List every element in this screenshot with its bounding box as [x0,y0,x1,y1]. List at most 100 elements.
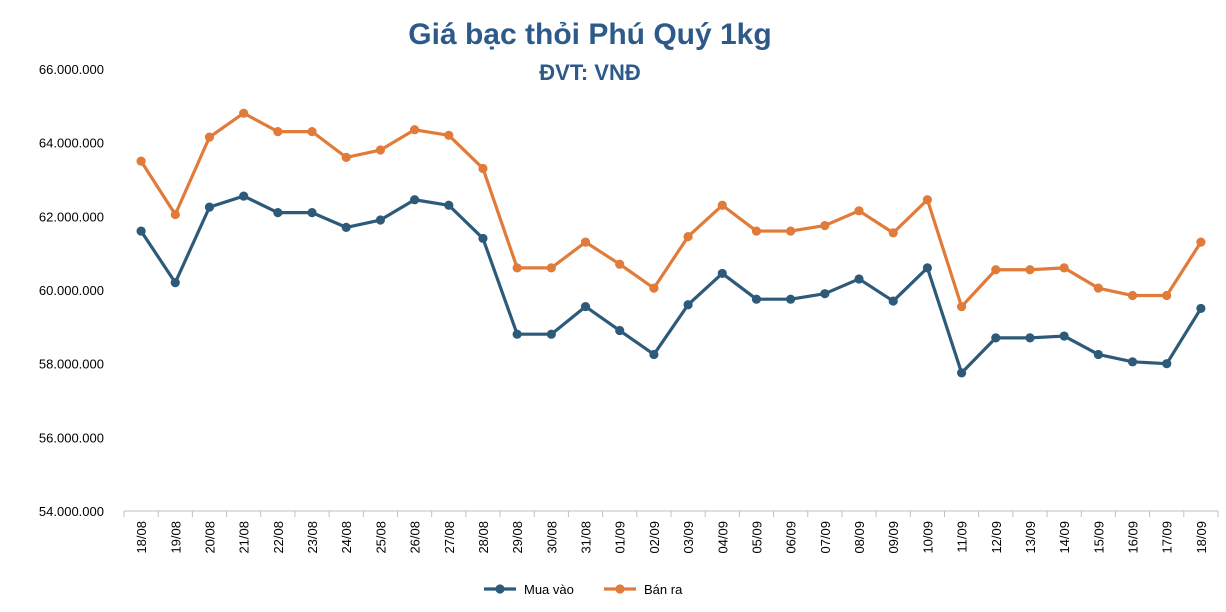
data-point [170,278,180,288]
data-point [1127,357,1138,367]
legend: Mua vào Bán ra [484,582,683,597]
data-point [683,300,693,310]
x-tick-label: 23/08 [305,521,320,554]
x-tick-label: 08/09 [852,521,867,554]
data-point [751,226,762,236]
data-point [956,301,967,312]
series-line [139,111,1203,309]
x-tick-label: 10/09 [920,521,935,554]
x-tick-label: 18/08 [134,521,149,554]
x-axis: 18/08 19/08 20/08 21/08 22/08 23/08 24/08 25/08… [123,510,1219,554]
legend-label: Mua vào [524,582,574,597]
x-tick-label: 30/08 [544,521,559,554]
data-point [1093,349,1103,360]
series-line [139,194,1203,375]
x-tick-label: 15/09 [1091,521,1106,554]
data-point [888,296,898,306]
data-point [1059,263,1069,273]
data-point [854,274,864,284]
data-point [136,226,146,236]
data-point [273,127,283,137]
x-tick-label: 03/09 [681,521,696,554]
data-point [615,259,625,269]
data-point [580,301,591,312]
legend-label: Bán ra [644,582,683,597]
x-tick-label: 29/08 [510,521,525,554]
data-point [1162,359,1172,369]
data-point [991,265,1001,275]
y-tick-label: 66.000.000 [39,62,104,77]
y-tick-label: 64.000.000 [39,136,104,151]
data-point [341,222,351,232]
data-point [1093,283,1103,293]
data-point [239,108,249,118]
data-point [1196,303,1206,314]
y-tick-label: 58.000.000 [39,357,104,372]
x-tick-label: 07/09 [818,521,833,554]
x-tick-label: 24/08 [339,521,354,554]
chart-subtitle: ĐVT: VNĐ [539,60,640,85]
x-tick-label: 22/08 [271,521,286,554]
data-point [888,228,898,238]
data-point [991,333,1001,343]
data-point [170,209,180,220]
data-point [375,215,386,225]
data-point [922,263,933,273]
data-point [204,132,215,142]
x-tick-label: 04/09 [715,521,730,554]
x-tick-label: 21/08 [237,521,252,554]
x-tick-label: 31/08 [579,521,594,554]
x-tick-label: 17/09 [1160,521,1175,554]
x-tick-label: 12/09 [989,521,1004,554]
data-point [444,130,454,140]
data-point [478,163,488,174]
x-tick-label: 13/09 [1023,521,1038,554]
x-tick-label: 20/08 [202,521,217,554]
data-point [1196,237,1206,247]
data-point [546,263,556,273]
legend-marker [495,584,505,594]
data-point [1162,290,1172,301]
data-point [512,329,522,339]
data-point [341,152,351,162]
x-tick-label: 01/09 [613,521,628,554]
data-point [1127,290,1138,301]
x-tick-label: 28/08 [476,521,491,554]
data-point [854,206,864,216]
data-point [1059,331,1069,341]
y-tick-label: 56.000.000 [39,430,104,445]
y-tick-label: 54.000.000 [39,504,104,519]
data-point [375,145,386,155]
data-point [239,191,249,201]
x-tick-label: 09/09 [886,521,901,554]
data-point [649,283,659,293]
y-tick-label: 62.000.000 [39,209,104,224]
data-point [136,156,146,166]
x-tick-label: 14/09 [1057,521,1072,554]
data-point [683,231,693,242]
data-point [820,289,830,299]
data-point [444,200,454,210]
x-tick-label: 26/08 [408,521,423,554]
data-point [615,325,625,336]
data-point [820,220,830,231]
chart-title: Giá bạc thỏi Phú Quý 1kg [408,18,771,51]
data-point [546,329,556,339]
data-point [786,226,796,236]
x-tick-label: 11/09 [955,521,970,553]
data-point [922,195,933,205]
data-point [956,368,967,378]
data-point [512,263,522,273]
data-point [1025,333,1035,343]
data-point [649,349,659,360]
data-point [717,200,727,210]
data-point [409,125,420,135]
data-point [307,127,317,137]
legend-marker [615,584,625,594]
data-point [478,233,488,244]
data-point [273,208,283,218]
data-point [580,237,591,247]
x-tick-label: 19/08 [168,521,183,554]
y-axis: 54.000.000 56.000.000 58.000.000 60.000.000… [39,62,104,519]
x-tick-label: 18/09 [1194,521,1209,554]
